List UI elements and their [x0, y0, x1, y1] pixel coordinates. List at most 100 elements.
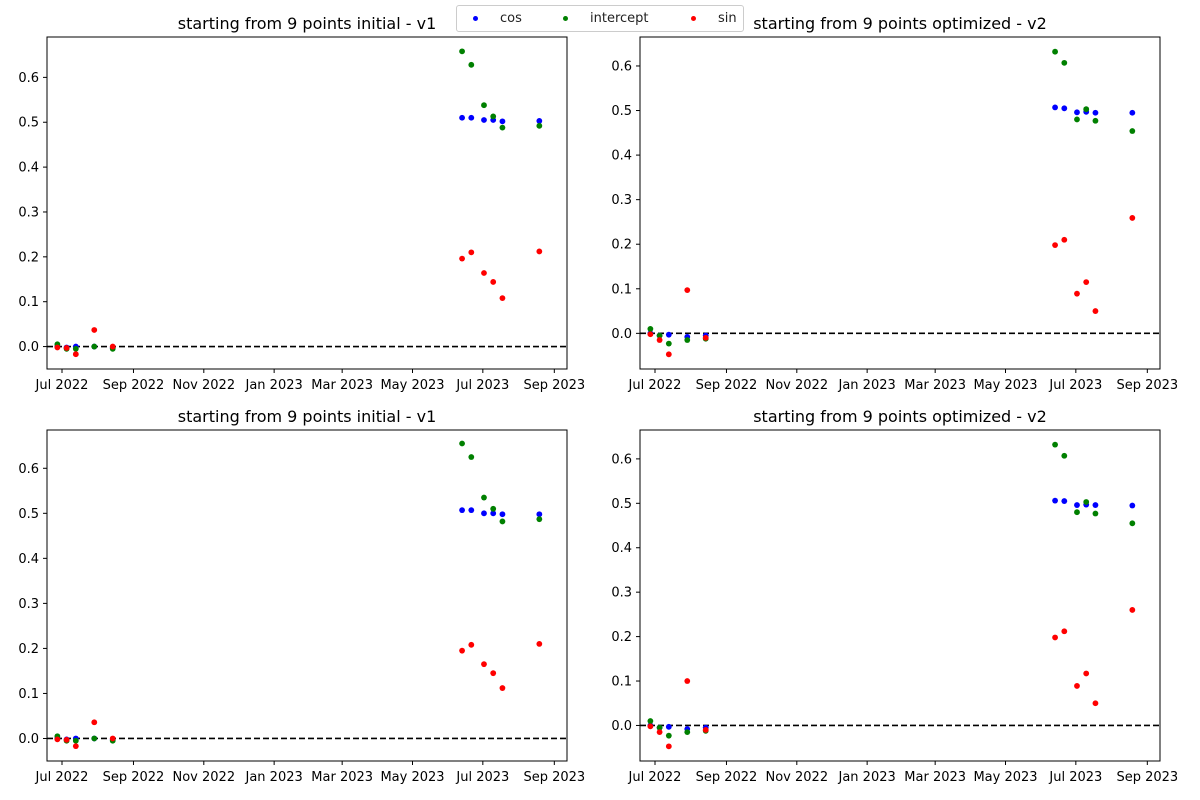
point-intercept: [536, 516, 543, 523]
point-intercept: [536, 122, 543, 129]
x-tick-label: Jul 2022: [35, 378, 89, 393]
x-tick-label: Nov 2022: [173, 770, 236, 785]
point-sin: [665, 351, 672, 358]
point-cos: [499, 511, 506, 518]
point-cos: [536, 511, 543, 518]
point-intercept: [647, 718, 654, 724]
x-tick-label: Nov 2022: [766, 770, 829, 785]
y-tick-label: 0.5: [611, 104, 632, 119]
subplot-4: starting from 9 points optimized - v2 0.0…: [611, 407, 1178, 785]
y-tick-label: 0.0: [611, 719, 632, 734]
y-tick-label: 0.6: [18, 71, 39, 86]
point-sin: [499, 685, 506, 691]
point-sin: [1052, 242, 1058, 249]
point-sin: [91, 719, 98, 726]
legend-item-cos: cos: [473, 11, 522, 26]
point-sin: [702, 334, 709, 341]
x-tick-label: Sep 2023: [1116, 378, 1178, 393]
point-sin: [490, 670, 497, 677]
point-sin: [1129, 215, 1136, 221]
y-tick-label: 0.4: [18, 552, 39, 567]
point-intercept: [91, 343, 98, 350]
point-cos: [1061, 498, 1068, 504]
point-sin: [1083, 279, 1090, 286]
point-cos: [468, 507, 475, 514]
point-sin: [1083, 670, 1090, 677]
point-intercept: [468, 61, 475, 68]
point-cos: [1061, 105, 1068, 112]
y-tick-label: 0.3: [611, 193, 632, 208]
point-cos: [1129, 502, 1136, 509]
point-sin: [468, 249, 475, 256]
point-cos: [468, 114, 475, 121]
point-intercept: [656, 724, 663, 731]
point-sin: [63, 736, 70, 743]
point-intercept: [1061, 452, 1068, 459]
point-sin: [656, 337, 663, 343]
point-intercept: [459, 440, 465, 447]
y-tick-label: 0.3: [18, 205, 39, 220]
point-cos: [490, 510, 497, 517]
point-sin: [72, 351, 79, 358]
point-cos: [1092, 502, 1099, 508]
y-tick-label: 0.2: [18, 250, 39, 265]
point-intercept: [656, 332, 663, 339]
x-tick-label: Sep 2022: [103, 770, 165, 785]
point-sin: [1052, 634, 1058, 641]
point-intercept: [1074, 509, 1080, 516]
y-tick-label: 0.2: [611, 630, 632, 645]
point-sin: [481, 270, 487, 276]
x-tick-label: Sep 2022: [696, 378, 758, 393]
point-sin: [1074, 683, 1080, 689]
y-tick-label: 0.6: [611, 452, 632, 467]
y-tick-label: 0.1: [611, 282, 632, 297]
point-cos: [459, 507, 465, 514]
x-tick-label: Sep 2022: [103, 378, 165, 393]
x-tick-label: Sep 2023: [1116, 770, 1178, 785]
x-tick-label: Jul 2023: [455, 378, 509, 393]
axes-frame: [46, 429, 568, 762]
point-intercept: [1074, 116, 1080, 123]
x-tick-label: Jan 2023: [838, 770, 896, 785]
point-sin: [684, 287, 691, 294]
x-tick-label: Jul 2023: [455, 770, 509, 785]
axes-frame: [639, 429, 1161, 762]
y-tick-label: 0.6: [18, 462, 39, 477]
point-intercept: [1092, 117, 1099, 124]
legend-label-sin: sin: [718, 11, 737, 26]
axes-frame: [46, 36, 568, 370]
point-intercept: [1052, 48, 1058, 55]
x-tick-label: Sep 2023: [523, 378, 585, 393]
x-tick-label: Sep 2022: [696, 770, 758, 785]
point-sin: [665, 743, 672, 750]
y-tick-label: 0.5: [18, 507, 39, 522]
y-tick-label: 0.4: [611, 541, 632, 556]
y-tick-label: 0.0: [18, 732, 39, 747]
y-tick-label: 0.5: [611, 497, 632, 512]
legend-label-cos: cos: [500, 11, 522, 26]
point-intercept: [1083, 499, 1090, 505]
x-tick-label: Jan 2023: [838, 378, 896, 393]
point-intercept: [1129, 520, 1136, 527]
point-intercept: [665, 732, 672, 739]
point-sin: [647, 723, 654, 730]
subplot-title: starting from 9 points optimized - v2: [753, 14, 1047, 33]
y-tick-label: 0.1: [18, 295, 39, 310]
legend: cos intercept sin: [456, 5, 744, 32]
y-tick-label: 0.4: [18, 161, 39, 176]
point-cos: [459, 114, 465, 121]
point-intercept: [499, 518, 506, 525]
y-tick-label: 0.0: [611, 327, 632, 342]
point-sin: [459, 647, 465, 654]
x-tick-label: May 2023: [380, 378, 444, 393]
point-cos: [1052, 497, 1058, 504]
point-sin: [499, 295, 506, 302]
point-sin: [656, 729, 663, 736]
x-tick-label: Mar 2023: [311, 770, 373, 785]
point-sin: [481, 661, 487, 668]
point-sin: [536, 248, 543, 255]
point-sin: [1061, 236, 1068, 243]
point-intercept: [684, 337, 691, 343]
point-intercept: [1052, 441, 1058, 448]
y-tick-label: 0.2: [18, 642, 39, 657]
